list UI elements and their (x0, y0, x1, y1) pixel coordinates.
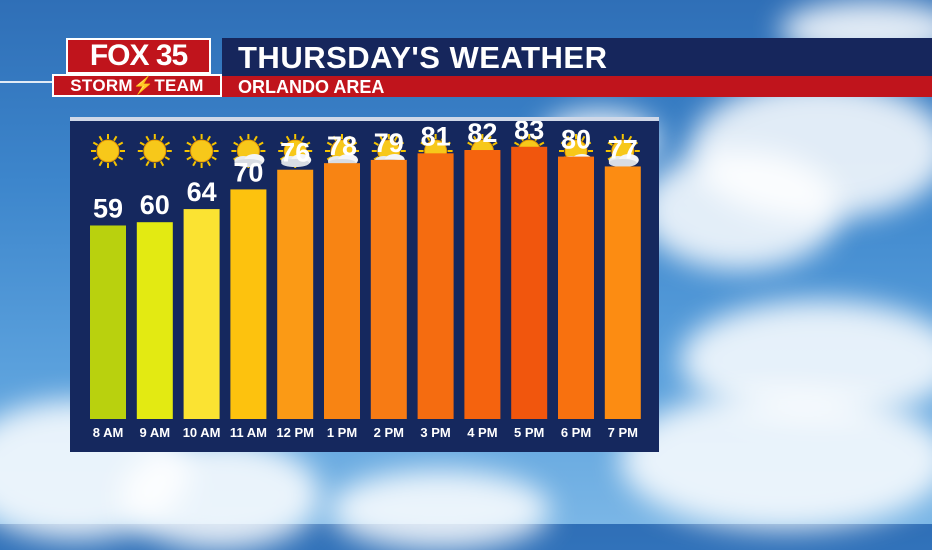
temperature-value-label: 60 (140, 190, 170, 220)
header-bar (222, 38, 932, 76)
temperature-bar (230, 189, 267, 419)
hourly-temperature-chart: 59 8 AM 60 9 AM 64 10 AM 70 11 AM 76 12 PM 78 1 PM 7… (90, 121, 641, 440)
partly-sunny-icon (605, 134, 640, 168)
location-subtitle: ORLANDO AREA (238, 77, 385, 97)
hour-tick-label: 12 PM (276, 425, 314, 440)
temperature-bar (183, 209, 220, 419)
hour-tick-label: 10 AM (183, 425, 221, 440)
hour-tick-label: 6 PM (561, 425, 591, 440)
temperature-value-label: 83 (514, 121, 544, 145)
temperature-bar (604, 166, 641, 419)
temperature-bar (136, 222, 173, 419)
subheader-bar (222, 76, 932, 97)
temperature-value-label: 59 (93, 193, 123, 223)
cloud (640, 150, 840, 270)
temperature-value-label: 70 (233, 157, 263, 187)
forecast-chart-panel: 59 8 AM 60 9 AM 64 10 AM 70 11 AM 76 12 PM 78 1 PM 7… (70, 117, 659, 452)
cloud (120, 440, 320, 550)
temperature-value-label: 82 (467, 121, 497, 148)
temperature-bar (417, 153, 454, 419)
hour-tick-label: 7 PM (608, 425, 638, 440)
temperature-value-label: 76 (280, 138, 310, 168)
partly-sunny-icon (278, 134, 313, 168)
hour-tick-label: 4 PM (467, 425, 497, 440)
page-title: THURSDAY'S WEATHER (238, 40, 608, 75)
station-logo: FOX 35 (66, 38, 211, 74)
cloud (620, 390, 932, 530)
temperature-bar (324, 163, 360, 419)
temperature-value-label: 79 (374, 128, 404, 158)
hour-tick-label: 9 AM (140, 425, 171, 440)
temperature-value-label: 78 (327, 131, 357, 161)
temperature-value-label: 81 (421, 121, 451, 151)
hour-tick-label: 8 AM (93, 425, 124, 440)
header-accent-line (0, 81, 52, 83)
hour-tick-label: 5 PM (514, 425, 544, 440)
cloud (330, 470, 550, 550)
station-logo-text: FOX 35 (89, 39, 188, 72)
temperature-bar (511, 146, 548, 419)
temperature-value-label: 80 (561, 125, 591, 155)
temperature-bar (90, 225, 126, 419)
temperature-bar (370, 159, 407, 419)
hour-tick-label: 3 PM (420, 425, 450, 440)
sun-icon (91, 134, 125, 168)
temperature-bar (277, 169, 314, 419)
temperature-value-label: 64 (187, 177, 217, 207)
temperature-bar (464, 150, 501, 419)
temperature-value-label: 77 (608, 134, 638, 164)
temperature-bar (558, 156, 594, 419)
partly-sunny-icon (231, 134, 266, 168)
sun-icon (184, 134, 219, 168)
hour-tick-label: 1 PM (327, 425, 357, 440)
hour-tick-label: 11 AM (230, 425, 267, 440)
hour-tick-label: 2 PM (374, 425, 404, 440)
sun-icon (137, 134, 172, 168)
storm-team-badge: STORM⚡TEAM (52, 74, 222, 97)
